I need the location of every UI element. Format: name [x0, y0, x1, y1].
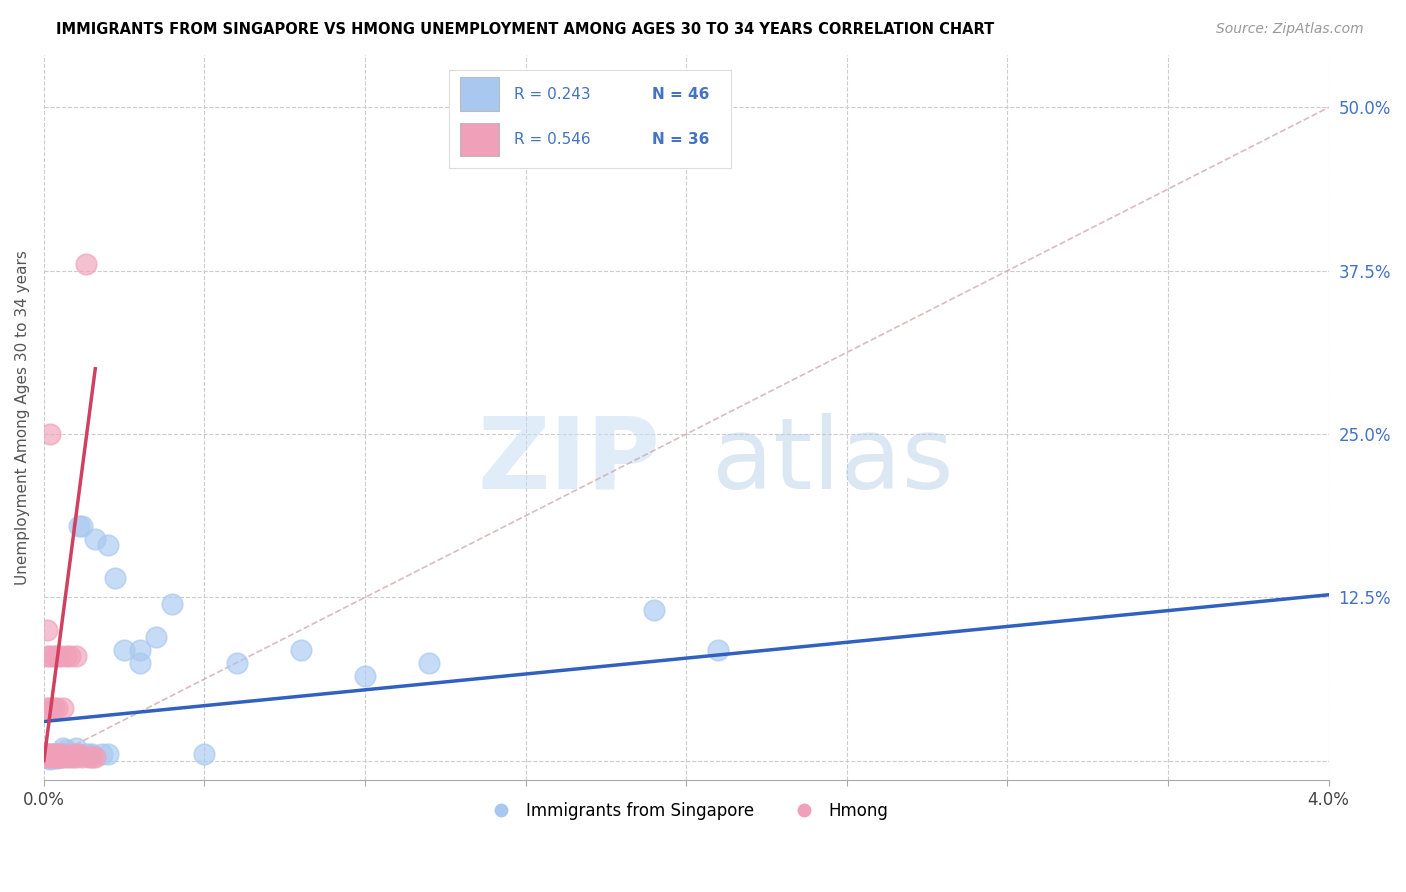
- Point: [39, 747, 62, 761]
- Point: [97, 538, 120, 552]
- Point: [35, 747, 58, 761]
- Point: [42, 747, 65, 761]
- Point: [52, 747, 75, 761]
- Point: [65, 649, 87, 664]
- Point: [58, 747, 80, 761]
- Point: [80, 747, 103, 761]
- Point: [49, 747, 72, 761]
- Point: [65, 747, 87, 761]
- Point: [49, 749, 72, 764]
- Point: [72, 518, 94, 533]
- Point: [39, 427, 62, 442]
- Point: [97, 747, 120, 761]
- Point: [52, 749, 75, 764]
- Point: [42, 701, 65, 715]
- Point: [58, 749, 80, 764]
- Point: [39, 749, 62, 764]
- Point: [45, 749, 67, 764]
- Point: [39, 747, 62, 761]
- Point: [42, 751, 65, 765]
- Point: [35, 749, 58, 764]
- Point: [42, 749, 65, 764]
- Point: [35, 623, 58, 637]
- Point: [55, 749, 77, 764]
- Point: [52, 701, 75, 715]
- Point: [52, 740, 75, 755]
- Point: [290, 642, 312, 657]
- Point: [45, 747, 67, 761]
- Point: [65, 749, 87, 764]
- Point: [112, 642, 135, 657]
- Point: [45, 649, 67, 664]
- Point: [193, 747, 215, 761]
- Point: [65, 740, 87, 755]
- Point: [162, 597, 184, 611]
- Point: [42, 747, 65, 761]
- Point: [39, 701, 62, 715]
- Point: [55, 747, 77, 761]
- Point: [80, 749, 103, 764]
- Text: atlas: atlas: [711, 413, 953, 509]
- Point: [39, 749, 62, 764]
- Point: [45, 701, 67, 715]
- Point: [42, 749, 65, 764]
- Text: IMMIGRANTS FROM SINGAPORE VS HMONG UNEMPLOYMENT AMONG AGES 30 TO 34 YEARS CORREL: IMMIGRANTS FROM SINGAPORE VS HMONG UNEMP…: [56, 22, 994, 37]
- Point: [58, 649, 80, 664]
- Point: [35, 649, 58, 664]
- Point: [55, 649, 77, 664]
- Point: [77, 747, 100, 761]
- Point: [707, 642, 730, 657]
- Point: [75, 257, 97, 271]
- Point: [42, 649, 65, 664]
- Point: [72, 749, 94, 764]
- Point: [354, 669, 377, 683]
- Point: [39, 752, 62, 766]
- Point: [129, 642, 152, 657]
- Point: [84, 749, 107, 764]
- Point: [42, 747, 65, 761]
- Point: [45, 747, 67, 761]
- Legend: Immigrants from Singapore, Hmong: Immigrants from Singapore, Hmong: [477, 795, 896, 826]
- Point: [35, 749, 58, 764]
- Point: [62, 747, 84, 761]
- Text: ZIP: ZIP: [478, 413, 661, 509]
- Point: [84, 532, 107, 546]
- Point: [49, 749, 72, 764]
- Point: [35, 701, 58, 715]
- Point: [225, 656, 247, 670]
- Point: [643, 603, 665, 617]
- Text: Source: ZipAtlas.com: Source: ZipAtlas.com: [1216, 22, 1364, 37]
- Point: [45, 751, 67, 765]
- Point: [77, 749, 100, 764]
- Point: [62, 749, 84, 764]
- Point: [45, 749, 67, 764]
- Point: [49, 649, 72, 664]
- Y-axis label: Unemployment Among Ages 30 to 34 years: Unemployment Among Ages 30 to 34 years: [15, 251, 30, 585]
- Point: [145, 630, 167, 644]
- Point: [52, 747, 75, 761]
- Point: [67, 518, 90, 533]
- Point: [35, 751, 58, 765]
- Point: [39, 649, 62, 664]
- Point: [67, 747, 90, 761]
- Point: [55, 743, 77, 757]
- Point: [418, 656, 440, 670]
- Point: [129, 656, 152, 670]
- Point: [103, 571, 125, 585]
- Point: [75, 747, 97, 761]
- Point: [90, 747, 112, 761]
- Point: [35, 747, 58, 761]
- Point: [49, 747, 72, 761]
